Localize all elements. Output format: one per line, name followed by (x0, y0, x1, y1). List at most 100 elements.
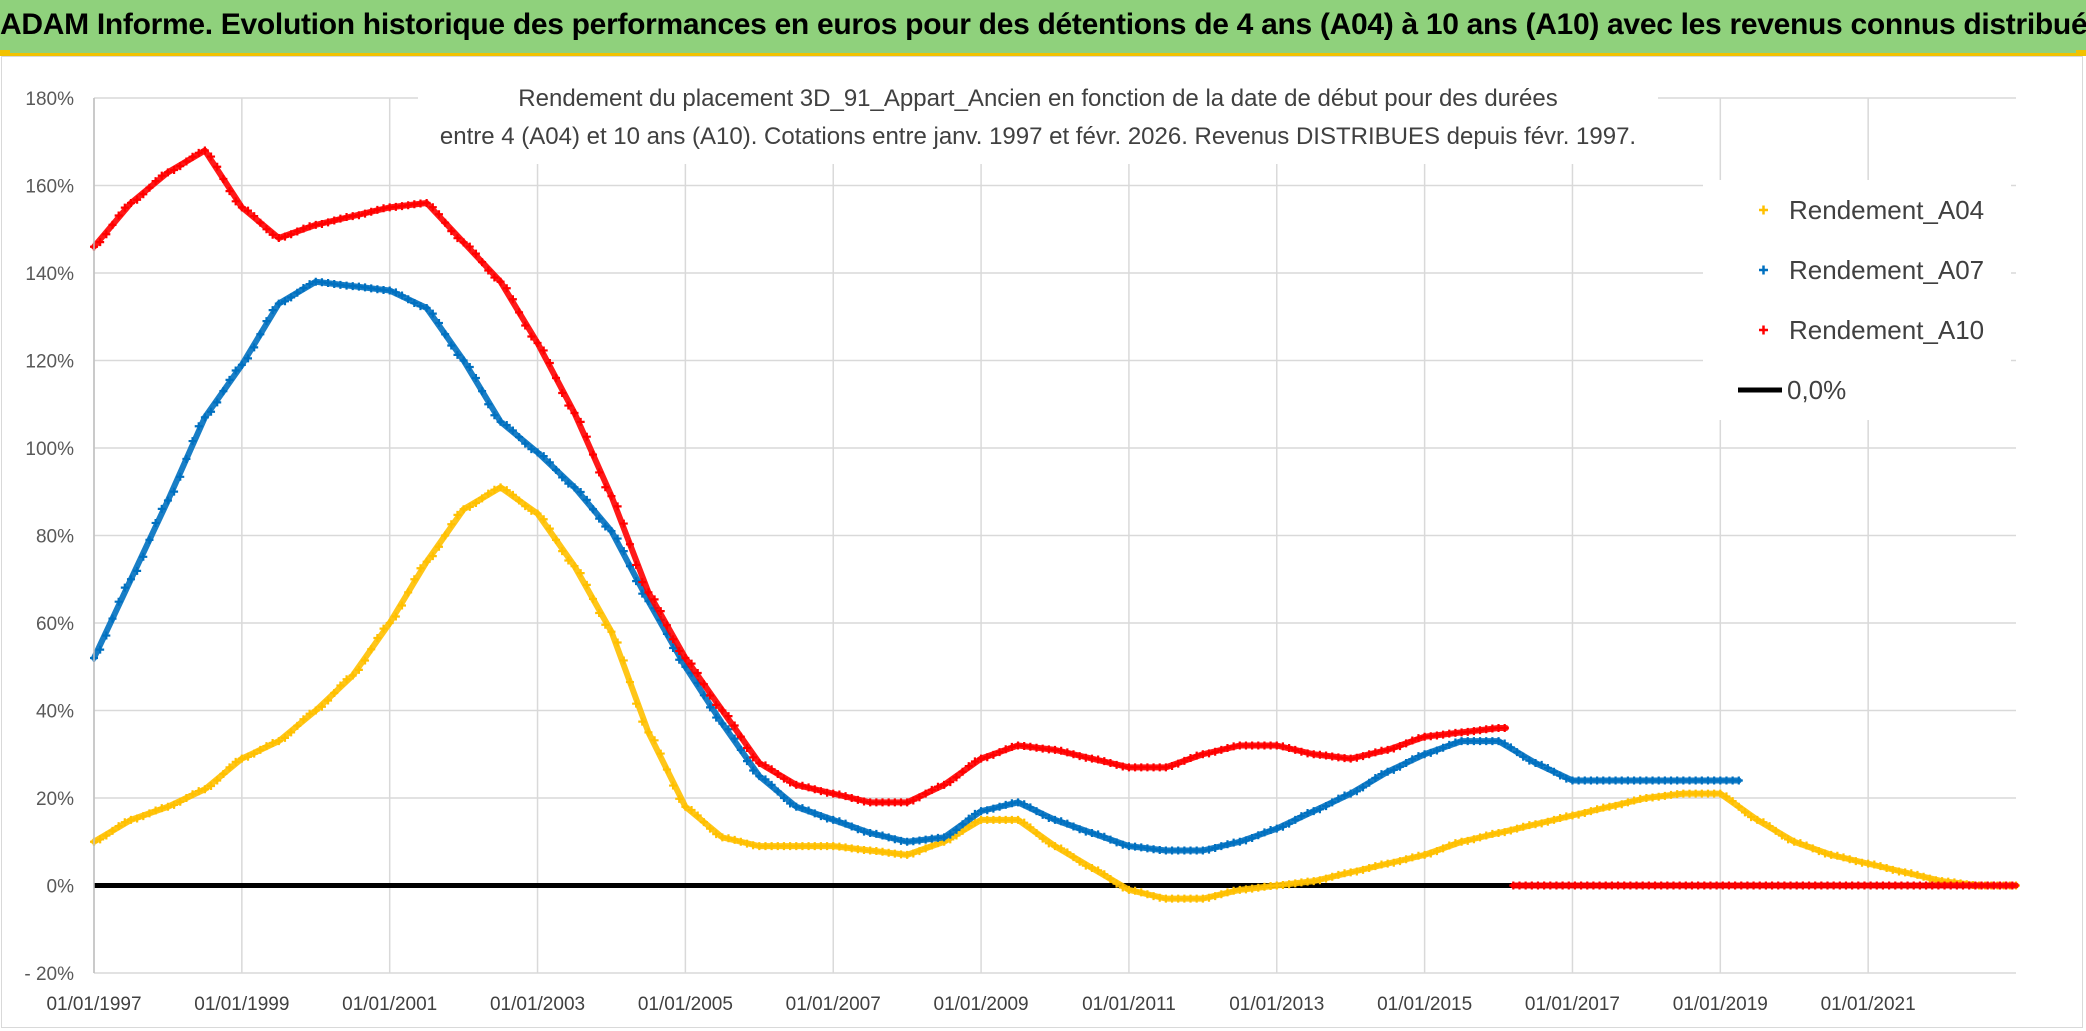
legend-label: Rendement_A10 (1789, 315, 1984, 345)
data-point (176, 162, 185, 171)
data-point (847, 794, 856, 802)
data-point (582, 432, 591, 441)
data-point (367, 645, 376, 654)
data-point (736, 745, 745, 754)
data-point (1420, 750, 1429, 759)
data-point (619, 547, 628, 556)
data-point (595, 609, 604, 618)
data-point (527, 506, 536, 515)
x-tick-label: 01/01/2009 (934, 994, 1029, 1015)
data-point (958, 767, 967, 776)
data-point (1352, 787, 1361, 796)
data-point (940, 780, 949, 789)
data-point (287, 293, 296, 302)
data-point (244, 354, 253, 363)
data-point (1205, 749, 1214, 758)
data-point (471, 249, 480, 258)
y-tick-label: 80% (36, 527, 74, 548)
data-point (1593, 805, 1602, 814)
data-point (354, 211, 363, 220)
data-point (847, 822, 856, 831)
data-point (102, 831, 111, 840)
data-point (1223, 888, 1232, 897)
data-point (502, 486, 511, 495)
data-point (1925, 874, 1934, 883)
data-point (632, 699, 641, 708)
data-point (995, 748, 1004, 757)
data-point (662, 765, 671, 774)
data-point (1500, 828, 1509, 837)
data-point (102, 631, 111, 640)
data-point (1186, 753, 1195, 762)
data-point (1734, 802, 1743, 811)
data-point (182, 794, 191, 802)
data-point (1389, 744, 1398, 753)
x-tick-label: 01/01/2017 (1525, 994, 1620, 1015)
data-point (1063, 819, 1072, 828)
data-point (1168, 761, 1177, 770)
data-point (1771, 826, 1780, 835)
data-point (1728, 797, 1737, 806)
x-tick-label: 01/01/2003 (490, 994, 585, 1015)
data-point (490, 273, 499, 282)
data-point (841, 792, 850, 801)
data-point (1001, 800, 1010, 809)
data-point (1192, 751, 1201, 760)
data-point (706, 824, 715, 833)
data-point (96, 238, 105, 247)
data-point (558, 547, 567, 556)
data-point (170, 487, 179, 496)
data-point (96, 835, 105, 844)
data-point (1291, 745, 1300, 754)
data-point (545, 524, 554, 533)
data-point (970, 809, 979, 818)
data-point (983, 753, 992, 762)
data-point (361, 656, 370, 665)
data-point (576, 569, 585, 578)
data-point (416, 564, 425, 573)
data-point (1537, 819, 1546, 828)
data-point (287, 230, 296, 239)
data-point (681, 802, 690, 811)
data-point (280, 232, 289, 241)
data-point (1352, 753, 1361, 762)
data-point (385, 619, 394, 627)
data-point (1623, 798, 1632, 807)
data-point (508, 490, 517, 499)
data-point (810, 785, 819, 794)
data-point (699, 818, 708, 827)
data-point (256, 218, 265, 227)
data-point (114, 211, 123, 220)
legend-bg (1703, 180, 2011, 420)
data-point (256, 745, 265, 754)
data-point (625, 562, 634, 571)
data-point (219, 769, 228, 778)
data-point (428, 309, 437, 318)
data-point (607, 627, 616, 636)
data-point (1149, 892, 1158, 901)
data-point (1038, 810, 1047, 819)
data-point (712, 713, 721, 722)
data-point (1451, 738, 1460, 747)
data-point (330, 216, 339, 225)
data-point (1285, 819, 1294, 828)
data-point (1500, 724, 1509, 732)
data-point (1241, 836, 1250, 845)
data-point (163, 168, 172, 177)
data-point (416, 302, 425, 311)
data-point (539, 346, 548, 355)
data-point (262, 317, 271, 326)
x-tick-label: 01/01/2005 (638, 994, 733, 1015)
data-point (200, 785, 209, 794)
data-point (730, 835, 739, 844)
data-point (798, 804, 807, 813)
data-point (1334, 870, 1343, 879)
data-point (1408, 755, 1417, 764)
data-point (613, 534, 622, 543)
data-point (96, 645, 105, 654)
data-point (1118, 883, 1127, 892)
legend-swatch-plus (1759, 205, 1768, 215)
data-point (1426, 748, 1435, 757)
data-point (194, 148, 203, 157)
data-point (588, 450, 597, 459)
